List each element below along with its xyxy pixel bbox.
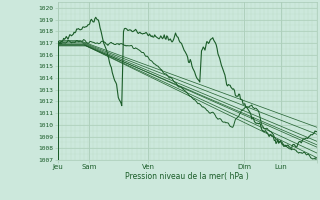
X-axis label: Pression niveau de la mer( hPa ): Pression niveau de la mer( hPa ): [125, 172, 249, 181]
